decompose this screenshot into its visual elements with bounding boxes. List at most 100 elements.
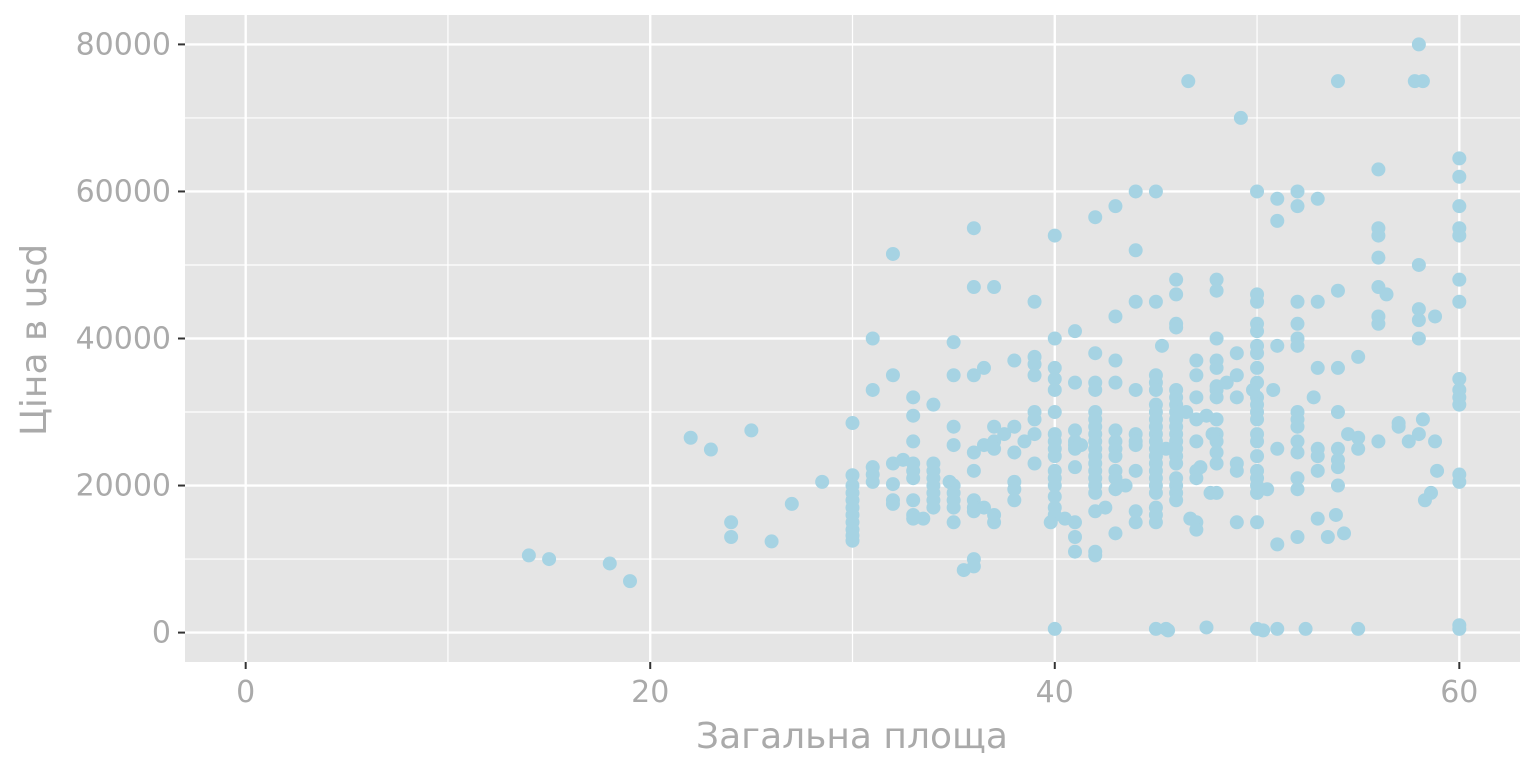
- data-point: [1154, 338, 1169, 353]
- data-point: [946, 500, 961, 515]
- data-point: [1047, 489, 1062, 504]
- data-point: [1209, 360, 1224, 375]
- data-point: [1270, 537, 1285, 552]
- data-point: [906, 434, 921, 449]
- data-point: [1290, 184, 1305, 199]
- data-point: [1401, 434, 1416, 449]
- points-layer: [521, 37, 1467, 638]
- data-point: [1256, 623, 1271, 638]
- data-point: [1290, 294, 1305, 309]
- data-point: [1415, 74, 1430, 89]
- data-point: [1266, 382, 1281, 397]
- data-point: [906, 408, 921, 423]
- data-point: [1047, 331, 1062, 346]
- data-point: [1209, 485, 1224, 500]
- data-point: [1260, 482, 1275, 497]
- data-point: [1148, 621, 1163, 636]
- data-point: [1310, 511, 1325, 526]
- data-point: [521, 548, 536, 563]
- data-point: [1229, 390, 1244, 405]
- data-point: [1298, 621, 1313, 636]
- data-point: [1337, 526, 1352, 541]
- y-axis-title: Ціна в usd: [14, 244, 55, 436]
- data-point: [1169, 456, 1184, 471]
- data-point: [865, 331, 880, 346]
- data-point: [1209, 412, 1224, 427]
- data-point: [1320, 530, 1335, 545]
- data-point: [1159, 441, 1174, 456]
- x-axis-title: Загальна площа: [696, 716, 1008, 757]
- data-point: [1088, 485, 1103, 500]
- data-point: [1128, 438, 1143, 453]
- data-point: [845, 468, 860, 483]
- data-point: [724, 515, 739, 530]
- data-point: [946, 419, 961, 434]
- data-point: [1250, 184, 1265, 199]
- data-point: [1007, 482, 1022, 497]
- data-point: [1027, 294, 1042, 309]
- y-tick-label: 20000: [76, 469, 171, 504]
- data-point: [1310, 191, 1325, 206]
- data-point: [1148, 485, 1163, 500]
- data-point: [1007, 419, 1022, 434]
- data-point: [1027, 412, 1042, 427]
- data-point: [1027, 427, 1042, 442]
- data-point: [1128, 294, 1143, 309]
- data-point: [1209, 445, 1224, 460]
- data-point: [1189, 390, 1204, 405]
- data-point: [1328, 507, 1343, 522]
- data-point: [623, 574, 637, 589]
- data-point: [885, 368, 900, 383]
- data-point: [1411, 427, 1426, 442]
- data-point: [1411, 313, 1426, 328]
- data-point: [815, 474, 830, 489]
- data-point: [1027, 357, 1042, 372]
- data-point: [1047, 478, 1062, 493]
- data-point: [906, 511, 921, 526]
- data-point: [1379, 287, 1394, 302]
- data-point: [1452, 474, 1467, 489]
- data-point: [1068, 515, 1082, 530]
- data-point: [1371, 316, 1386, 331]
- data-point: [1189, 522, 1204, 537]
- data-point: [1290, 434, 1305, 449]
- data-point: [885, 477, 900, 492]
- data-point: [1250, 412, 1265, 427]
- data-point: [1148, 515, 1163, 530]
- data-point: [1424, 485, 1438, 500]
- data-point: [1179, 405, 1194, 420]
- data-point: [1209, 283, 1224, 298]
- data-point: [966, 463, 981, 478]
- data-point: [1290, 445, 1305, 460]
- data-point: [1290, 530, 1305, 545]
- data-point: [966, 368, 981, 383]
- x-tick-label: 60: [1440, 675, 1478, 710]
- data-point: [1351, 621, 1366, 636]
- y-tick-label: 0: [152, 616, 171, 651]
- data-point: [1270, 213, 1285, 228]
- data-point: [1219, 375, 1234, 390]
- data-point: [1108, 423, 1123, 438]
- data-point: [1290, 471, 1305, 486]
- data-point: [1351, 430, 1366, 445]
- data-point: [1068, 530, 1082, 545]
- data-point: [1209, 331, 1224, 346]
- data-point: [966, 445, 981, 460]
- data-point: [1428, 434, 1443, 449]
- data-point: [1306, 390, 1321, 405]
- data-point: [1007, 353, 1022, 368]
- data-point: [1047, 228, 1062, 243]
- data-point: [1250, 346, 1265, 361]
- data-point: [1351, 441, 1366, 456]
- data-point: [1017, 434, 1032, 449]
- data-point: [1250, 324, 1265, 339]
- data-point: [946, 438, 961, 453]
- data-point: [1169, 320, 1184, 335]
- x-tick-label: 0: [236, 675, 255, 710]
- data-point: [1371, 250, 1386, 265]
- data-point: [987, 441, 1002, 456]
- data-point: [1250, 360, 1265, 375]
- data-point: [1108, 449, 1123, 464]
- data-point: [845, 416, 860, 431]
